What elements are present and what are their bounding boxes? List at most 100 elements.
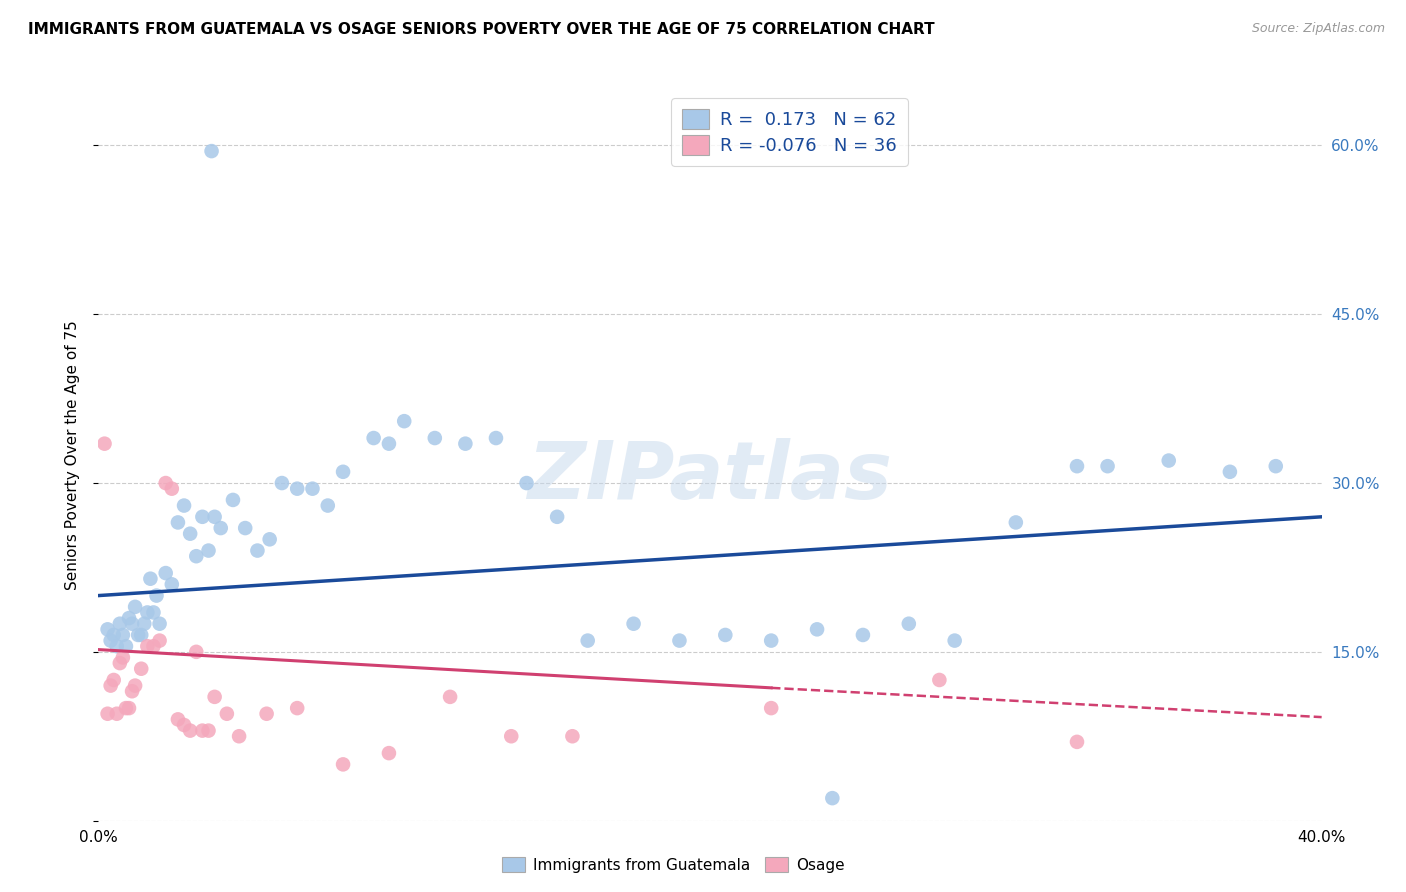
Point: [1097, 459, 1119, 474]
Point: [1066, 459, 1088, 474]
Point: [129, 628, 152, 642]
Point: [1066, 735, 1088, 749]
Point: [1157, 453, 1180, 467]
Point: [139, 572, 162, 586]
Point: [301, 482, 323, 496]
Point: [392, 414, 416, 428]
Point: [204, 690, 226, 704]
Point: [124, 599, 146, 614]
Point: [259, 533, 281, 547]
Point: [160, 482, 183, 496]
Point: [108, 656, 131, 670]
Point: [439, 690, 461, 704]
Point: [928, 673, 950, 687]
Point: [423, 431, 446, 445]
Point: [100, 633, 122, 648]
Point: [270, 476, 292, 491]
Legend: Immigrants from Guatemala, Osage: Immigrants from Guatemala, Osage: [496, 851, 851, 879]
Point: [316, 499, 339, 513]
Point: [105, 706, 128, 721]
Point: [561, 729, 583, 743]
Point: [97, 706, 120, 721]
Point: [714, 628, 737, 642]
Point: [943, 633, 966, 648]
Point: [200, 144, 222, 158]
Point: [155, 566, 177, 580]
Point: [1264, 459, 1286, 474]
Point: [501, 729, 523, 743]
Text: ZIPatlas: ZIPatlas: [527, 438, 893, 516]
Point: [332, 465, 354, 479]
Point: [111, 650, 134, 665]
Point: [516, 476, 538, 491]
Point: [115, 701, 138, 715]
Point: [228, 729, 250, 743]
Point: [155, 476, 177, 491]
Point: [173, 718, 195, 732]
Point: [115, 639, 138, 653]
Point: [668, 633, 690, 648]
Point: [576, 633, 599, 648]
Point: [378, 746, 401, 760]
Point: [124, 679, 146, 693]
Point: [111, 628, 134, 642]
Point: [100, 679, 122, 693]
Point: [485, 431, 508, 445]
Point: [546, 509, 568, 524]
Point: [759, 701, 782, 715]
Point: [121, 684, 143, 698]
Y-axis label: Seniors Poverty Over the Age of 75: Seniors Poverty Over the Age of 75: [65, 320, 80, 590]
Point: [173, 499, 195, 513]
Point: [1219, 465, 1241, 479]
Point: [142, 606, 165, 620]
Point: [256, 706, 278, 721]
Point: [821, 791, 844, 805]
Point: [222, 492, 245, 507]
Point: [246, 543, 269, 558]
Point: [209, 521, 232, 535]
Point: [136, 639, 159, 653]
Point: [179, 723, 201, 738]
Point: [127, 628, 149, 642]
Point: [378, 436, 401, 450]
Point: [285, 482, 308, 496]
Point: [197, 543, 219, 558]
Point: [1004, 516, 1026, 530]
Point: [118, 611, 141, 625]
Point: [103, 673, 125, 687]
Point: [108, 616, 131, 631]
Point: [105, 639, 128, 653]
Point: [186, 549, 208, 564]
Point: [191, 723, 214, 738]
Point: [142, 639, 165, 653]
Point: [134, 616, 156, 631]
Point: [759, 633, 782, 648]
Point: [191, 509, 214, 524]
Point: [136, 606, 159, 620]
Point: [363, 431, 385, 445]
Point: [806, 623, 828, 637]
Point: [233, 521, 256, 535]
Point: [215, 706, 238, 721]
Point: [167, 712, 190, 726]
Point: [160, 577, 183, 591]
Point: [197, 723, 219, 738]
Point: [186, 645, 208, 659]
Point: [149, 633, 172, 648]
Point: [93, 436, 115, 450]
Point: [149, 616, 172, 631]
Point: [179, 526, 201, 541]
Point: [145, 589, 167, 603]
Point: [204, 509, 226, 524]
Point: [623, 616, 645, 631]
Point: [129, 662, 152, 676]
Point: [103, 628, 125, 642]
Point: [897, 616, 920, 631]
Point: [852, 628, 875, 642]
Point: [118, 701, 141, 715]
Point: [332, 757, 354, 772]
Text: IMMIGRANTS FROM GUATEMALA VS OSAGE SENIORS POVERTY OVER THE AGE OF 75 CORRELATIO: IMMIGRANTS FROM GUATEMALA VS OSAGE SENIO…: [28, 22, 935, 37]
Point: [285, 701, 308, 715]
Point: [167, 516, 190, 530]
Point: [121, 616, 143, 631]
